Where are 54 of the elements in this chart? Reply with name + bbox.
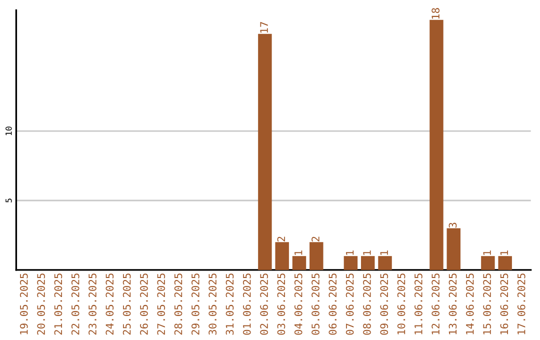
x-tick-label: 29.05.2025: [191, 274, 200, 335]
x-tick-label: 03.06.2025: [277, 274, 286, 335]
x-tick-label: 11.06.2025: [414, 274, 422, 334]
y-tick-label: 10: [6, 126, 12, 136]
x-tick-label: 04.06.2025: [294, 274, 302, 335]
bar: [498, 256, 512, 270]
x-tick-label: 30.05.2025: [208, 274, 217, 335]
x-tick-label: 13.06.2025: [448, 274, 457, 334]
data-label: 17: [260, 22, 268, 33]
x-tick-label: 15.06.2025: [483, 274, 491, 334]
bar: [430, 20, 444, 270]
bar: [310, 242, 324, 270]
bar: [360, 256, 375, 270]
bar: [481, 256, 495, 270]
x-tick-label: 05.06.2025: [312, 274, 320, 335]
y-tick-label: 5: [6, 198, 12, 202]
data-label: 1: [294, 250, 302, 255]
x-tick-label: 17.06.2025: [517, 274, 526, 334]
bar: [275, 242, 289, 270]
bar: [446, 228, 460, 270]
x-tick-label: 22.05.2025: [71, 274, 80, 335]
x-tick-label: 27.05.2025: [157, 274, 166, 335]
data-label: 1: [346, 250, 354, 255]
x-tick-label: 24.05.2025: [106, 274, 114, 335]
x-tick-label: 28.05.2025: [174, 274, 182, 335]
x-tick-label: 21.05.2025: [54, 274, 62, 335]
x-tick-label: 26.05.2025: [140, 274, 148, 335]
x-tick-label: 01.06.2025: [242, 274, 251, 335]
bar: [344, 256, 358, 270]
x-tick-label: 10.06.2025: [397, 274, 406, 334]
bar: [292, 256, 306, 270]
x-tick-label: 23.05.2025: [88, 274, 96, 335]
bar: [378, 256, 392, 270]
x-tick-label: 19.05.2025: [20, 274, 28, 334]
x-tick-label: 25.05.2025: [122, 274, 131, 335]
data-label: 1: [363, 250, 371, 255]
data-label: 18: [432, 8, 440, 19]
x-tick-label: 31.05.2025: [226, 274, 234, 335]
x-tick-label: 07.06.2025: [346, 274, 354, 335]
data-label: 3: [448, 222, 457, 228]
x-tick-label: 02.06.2025: [260, 274, 268, 335]
x-tick-label: 06.06.2025: [328, 274, 337, 335]
x-tick-label: 20.05.2025: [37, 274, 45, 335]
x-tick-label: 12.06.2025: [432, 274, 440, 334]
data-label: 1: [500, 250, 508, 255]
x-tick-label: 14.06.2025: [466, 274, 474, 334]
x-tick-label: 09.06.2025: [380, 274, 388, 335]
data-label: 1: [483, 250, 491, 255]
data-label: 2: [312, 236, 320, 242]
x-tick-label: 16.06.2025: [500, 274, 508, 334]
data-label: 1: [380, 250, 388, 255]
data-label: 2: [277, 236, 285, 242]
bar: [258, 34, 272, 270]
x-tick-label: 08.06.2025: [363, 274, 371, 335]
